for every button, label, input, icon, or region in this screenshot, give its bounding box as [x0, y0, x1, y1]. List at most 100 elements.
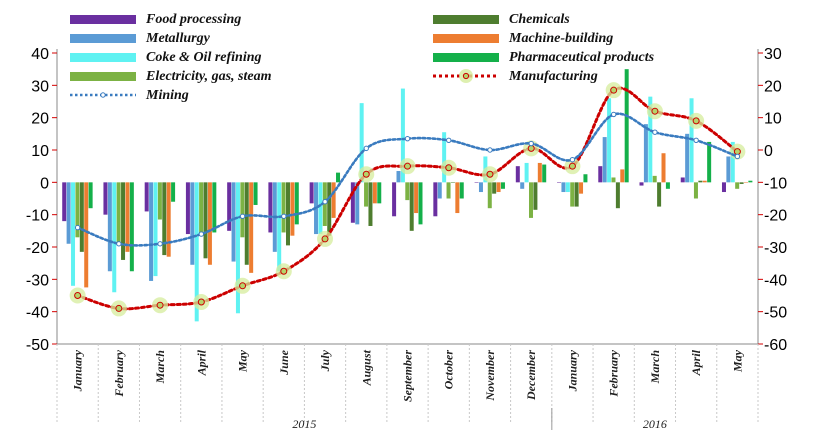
- bar-food-processing-6: [309, 182, 314, 204]
- bar-chemicals-15: [698, 180, 703, 183]
- year-label: 2015: [292, 417, 316, 430]
- bar-metallurgy-0: [66, 182, 71, 244]
- right-tick-label: -30: [764, 240, 787, 257]
- marker-core-manufacturing-6: [321, 235, 329, 243]
- bar-chemicals-14: [657, 182, 662, 207]
- bar-pharmaceutical-products-11: [542, 164, 547, 183]
- bar-chemicals-4: [244, 182, 249, 265]
- bar-pharmaceutical-products-5: [294, 182, 299, 225]
- marker-core-manufacturing-14: [651, 107, 659, 115]
- bar-pharmaceutical-products-10: [500, 182, 505, 189]
- bar-electricity-gas-steam-13: [611, 177, 616, 183]
- legend-item-food-processing: Food processing: [70, 12, 241, 27]
- month-label: July: [318, 349, 332, 372]
- month-label: January: [71, 349, 85, 392]
- legend-item-pharmaceutical-products: Pharmaceutical products: [433, 50, 655, 65]
- bar-pharmaceutical-products-4: [253, 182, 258, 205]
- legend-marker: [100, 92, 106, 98]
- marker-mining-4: [239, 213, 246, 219]
- legend-item-machine-building: Machine-building: [433, 31, 613, 46]
- marker-core-manufacturing-12: [568, 162, 576, 170]
- bar-machine-building-14: [661, 153, 666, 183]
- bar-pharmaceutical-products-16: [748, 180, 753, 183]
- legend-label: Manufacturing: [508, 69, 598, 84]
- bar-coke-and-oil-refining-8: [400, 88, 405, 183]
- legend-item-mining: Mining: [70, 88, 189, 103]
- right-tick-label: -20: [764, 208, 787, 225]
- right-tick-label: -50: [764, 305, 787, 322]
- marker-mining-2: [157, 241, 163, 247]
- left-tick-label: -20: [26, 240, 49, 257]
- marker-core-manufacturing-10: [486, 170, 494, 178]
- bar-coke-and-oil-refining-0: [71, 182, 76, 286]
- month-label: February: [112, 349, 126, 397]
- bar-electricity-gas-steam-1: [116, 182, 121, 244]
- marker-core-manufacturing-9: [445, 164, 453, 172]
- bar-pharmaceutical-products-1: [129, 182, 134, 272]
- bar-machine-building-5: [290, 182, 295, 236]
- bar-pharmaceutical-products-2: [171, 182, 176, 202]
- bar-pharmaceutical-products-12: [583, 174, 588, 183]
- bar-coke-and-oil-refining-2: [153, 182, 158, 277]
- right-tick-label: -10: [764, 175, 787, 192]
- marker-mining-10: [487, 147, 493, 153]
- marker-mining-3: [198, 231, 205, 237]
- marker-core-manufacturing-4: [239, 282, 247, 290]
- left-tick-label: -50: [26, 337, 49, 354]
- bar-machine-building-11: [537, 162, 542, 183]
- marker-mining-12: [569, 157, 576, 163]
- month-label: May: [236, 349, 250, 373]
- bar-food-processing-2: [144, 182, 149, 212]
- bar-chemicals-13: [615, 182, 620, 209]
- left-tick-label: 0: [40, 175, 49, 192]
- bar-pharmaceutical-products-9: [459, 182, 464, 199]
- bar-coke-and-oil-refining-11: [524, 162, 529, 183]
- bar-electricity-gas-steam-2: [157, 182, 162, 220]
- legend-swatch: [433, 15, 499, 24]
- bar-machine-building-4: [249, 182, 254, 273]
- bar-food-processing-4: [227, 182, 232, 231]
- month-label: April: [194, 349, 208, 376]
- bar-chemicals-2: [162, 182, 167, 256]
- left-tick-label: 30: [31, 78, 49, 95]
- legend-marker-core: [462, 72, 470, 80]
- bar-machine-building-13: [620, 169, 625, 183]
- bar-machine-building-1: [125, 182, 130, 252]
- month-label: April: [689, 349, 703, 376]
- bar-electricity-gas-steam-5: [281, 182, 286, 233]
- legend-label: Electricity, gas, steam: [145, 69, 272, 84]
- marker-mining-8: [404, 135, 411, 142]
- bar-chemicals-1: [121, 182, 126, 260]
- bar-machine-building-10: [496, 182, 501, 193]
- series-pharmaceutical-products: [88, 69, 753, 272]
- right-tick-label: 30: [764, 46, 782, 63]
- bar-food-processing-11: [515, 166, 520, 183]
- bar-chemicals-5: [285, 182, 290, 246]
- right-tick-label: -40: [764, 272, 787, 289]
- bar-pharmaceutical-products-15: [707, 141, 712, 183]
- bar-coke-and-oil-refining-4: [235, 182, 240, 314]
- right-tick-label: 0: [764, 143, 773, 160]
- lines: [69, 82, 746, 317]
- bar-machine-building-0: [84, 182, 89, 288]
- bar-coke-and-oil-refining-13: [607, 98, 612, 183]
- bar-food-processing-0: [62, 182, 67, 222]
- marker-core-manufacturing-13: [610, 86, 618, 94]
- bar-coke-and-oil-refining-12: [565, 182, 570, 193]
- bar-machine-building-9: [455, 182, 460, 214]
- bar-coke-and-oil-refining-6: [318, 182, 323, 235]
- series-food-processing: [62, 166, 726, 235]
- legend-label: Pharmaceutical products: [509, 50, 655, 65]
- marker-core-manufacturing-3: [197, 298, 205, 306]
- bar-pharmaceutical-products-8: [418, 182, 423, 225]
- marker-core-manufacturing-15: [692, 117, 700, 125]
- bar-food-processing-12: [557, 182, 562, 183]
- legend-label: Coke & Oil refining: [146, 50, 262, 65]
- bar-metallurgy-3: [190, 182, 195, 265]
- right-tick-label: 10: [764, 111, 782, 128]
- month-label: May: [730, 349, 744, 373]
- month-label: June: [277, 349, 291, 375]
- left-tick-label: 10: [31, 143, 49, 160]
- bar-electricity-gas-steam-8: [405, 182, 410, 201]
- bar-electricity-gas-steam-0: [75, 182, 80, 238]
